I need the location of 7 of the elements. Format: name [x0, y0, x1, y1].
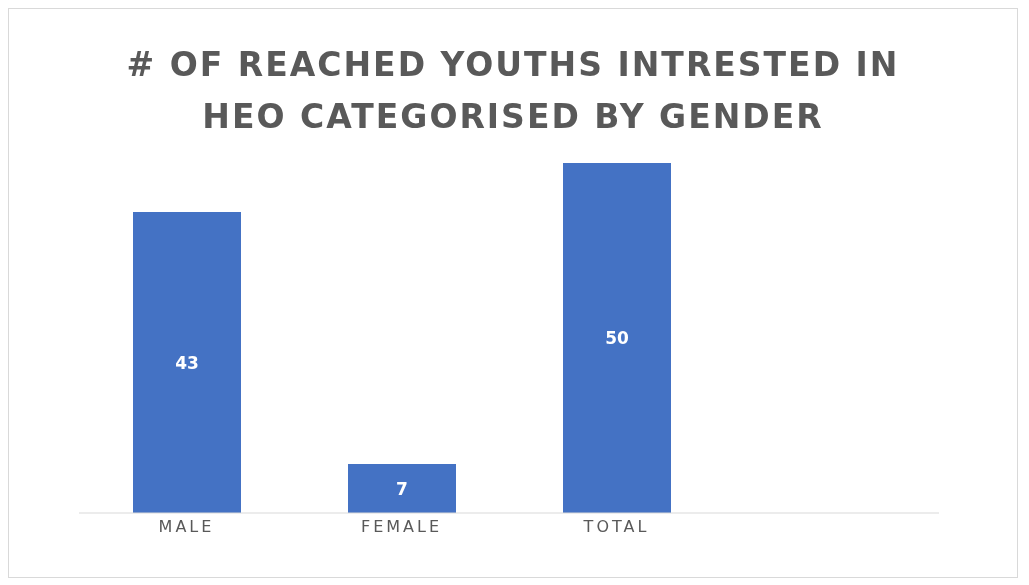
- data-label: 50: [605, 328, 629, 349]
- chart-title: # OF REACHED YOUTHS INTRESTED IN HEO CATEGORISED BY GENDER: [125, 44, 901, 138]
- data-label: 43: [175, 352, 199, 373]
- x-tick-label: FEMALE: [360, 517, 443, 537]
- x-tick-label: MALE: [158, 517, 215, 537]
- x-tick-label: TOTAL: [582, 517, 650, 537]
- data-label: 7: [396, 478, 408, 499]
